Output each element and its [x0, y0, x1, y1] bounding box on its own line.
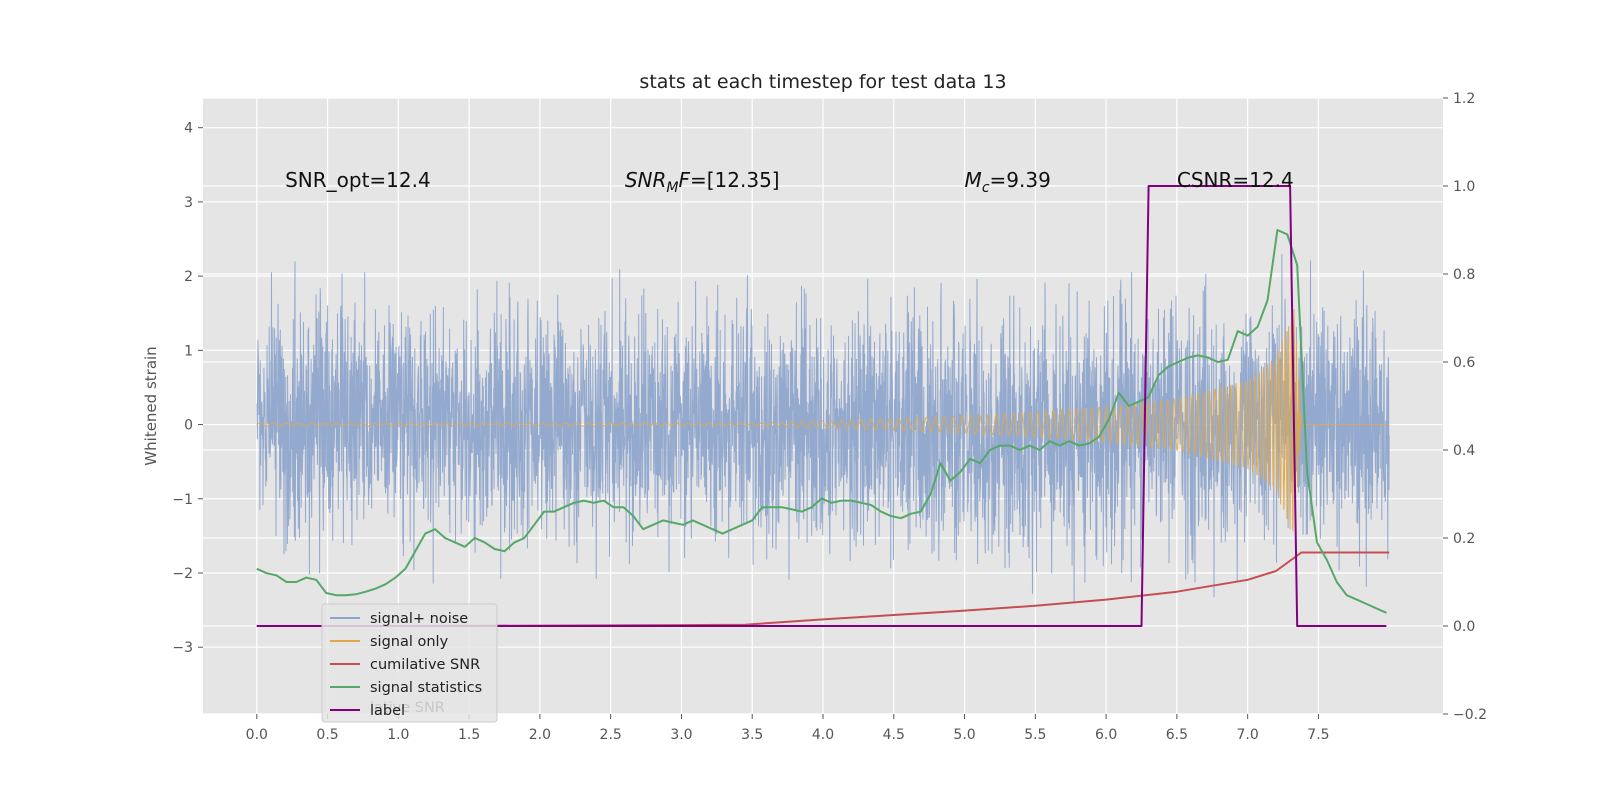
legend-label: label: [370, 703, 405, 719]
x-tick-label: 2.0: [529, 727, 551, 743]
y2-tick-label: 0.4: [1453, 443, 1475, 459]
y-tick-label: −2: [172, 566, 193, 582]
x-tick-label: 3.0: [670, 727, 692, 743]
x-tick-label: 4.0: [812, 727, 834, 743]
y-tick-label: 2: [184, 269, 193, 285]
y-axis-label: Whitened strain: [142, 346, 160, 465]
x-tick-label: 7.0: [1237, 727, 1259, 743]
x-tick-label: 1.5: [458, 727, 480, 743]
legend-ghost-text: lative SNR: [370, 700, 445, 716]
axes: 0.0 0.5 1.0 1.5 2.0 2.5 3.0 3.5 4.0 4.5 5.0 5.5 6.0 6…: [172, 91, 1487, 743]
legend-label: signal+ noise: [370, 611, 468, 627]
annotations: SNR_opt=12.4 SNRMF=[12.35] Mc=9.39 CSNR=12.…: [285, 168, 1294, 196]
y-tick-label: 1: [184, 343, 193, 359]
y-tick-label: 4: [184, 121, 193, 137]
y-tick-label: 3: [184, 195, 193, 211]
y-tick-label: −1: [172, 492, 193, 508]
y2-tick-label: 0.0: [1453, 619, 1475, 635]
legend: lative SNR signal+ noise signal only cumila…: [321, 603, 498, 723]
y2-tick-label: 0.6: [1453, 355, 1475, 371]
right-axis-series: [256, 185, 1390, 627]
snr-opt-annotation: SNR_opt=12.4: [285, 168, 431, 192]
legend-label: signal statistics: [370, 680, 482, 696]
x-tick-label: 5.0: [953, 727, 975, 743]
y2-tick-label: 1.2: [1453, 91, 1475, 107]
x-tick-label: 6.0: [1095, 727, 1117, 743]
legend-box: [321, 603, 498, 723]
y2-tick-label: 1.0: [1453, 179, 1475, 195]
x-tick-label: 2.5: [600, 727, 622, 743]
x-tick-label: 7.5: [1307, 727, 1329, 743]
signal-only-line: [256, 309, 1390, 532]
x-tick-label: 5.5: [1024, 727, 1046, 743]
x-tick-label: 6.5: [1166, 727, 1188, 743]
x-tick-label: 1.0: [387, 727, 409, 743]
signal-only-series: [256, 309, 1390, 532]
x-tick-label: 3.5: [741, 727, 763, 743]
signal-statistics-line: [256, 229, 1387, 614]
chart-title: stats at each timestep for test data 13: [639, 71, 1006, 93]
legend-label: cumilative SNR: [370, 657, 480, 673]
snr-mf-annotation: SNRMF=[12.35]: [625, 168, 780, 196]
y2-tick-label: 0.2: [1453, 531, 1475, 547]
x-tick-label: 4.5: [883, 727, 905, 743]
csnr-annotation: CSNR=12.4: [1177, 168, 1294, 192]
label-line: [256, 185, 1387, 627]
x-tick-label: 0.0: [246, 727, 268, 743]
y-tick-label: −3: [172, 640, 193, 656]
y-tick-label: 0: [184, 418, 193, 434]
mc-annotation: Mc=9.39: [965, 168, 1051, 196]
y2-tick-label: −0.2: [1453, 707, 1487, 723]
x-tick-label: 0.5: [316, 727, 338, 743]
legend-label: signal only: [370, 634, 449, 650]
y2-tick-label: 0.8: [1453, 267, 1475, 283]
